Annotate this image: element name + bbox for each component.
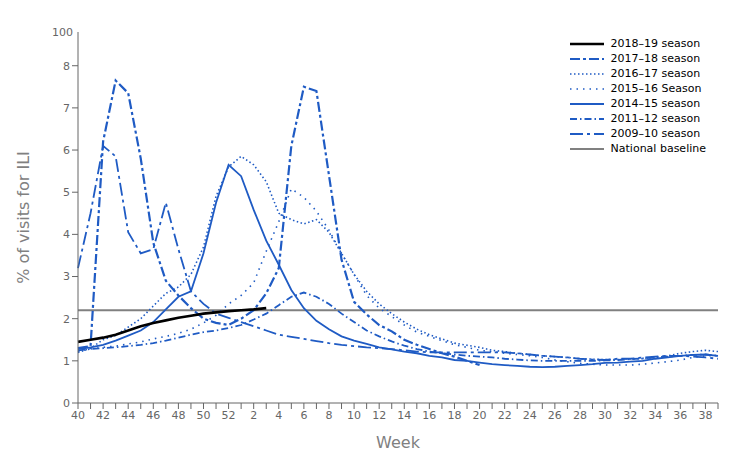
html-text:2017–18 season: 2017–18 season xyxy=(610,52,701,65)
svg-text:4: 4 xyxy=(63,228,70,241)
html-text:2016–17 season: 2016–17 season xyxy=(610,67,701,80)
svg-text:2: 2 xyxy=(250,409,257,422)
svg-text:% of visits for ILI: % of visits for ILI xyxy=(14,151,33,284)
svg-text:2: 2 xyxy=(63,313,70,326)
svg-text:10: 10 xyxy=(347,409,361,422)
svg-text:0: 0 xyxy=(63,397,70,410)
svg-text:32: 32 xyxy=(623,409,637,422)
svg-text:Week: Week xyxy=(376,433,421,452)
svg-text:20: 20 xyxy=(473,409,487,422)
svg-text:5: 5 xyxy=(63,186,70,199)
svg-text:8: 8 xyxy=(63,60,70,73)
svg-text:100: 100 xyxy=(52,26,73,39)
svg-text:12: 12 xyxy=(372,409,386,422)
svg-text:6: 6 xyxy=(63,144,70,157)
svg-text:52: 52 xyxy=(222,409,236,422)
svg-text:8: 8 xyxy=(325,409,332,422)
svg-text:48: 48 xyxy=(171,409,185,422)
svg-text:22: 22 xyxy=(498,409,512,422)
svg-text:30: 30 xyxy=(598,409,612,422)
svg-text:36: 36 xyxy=(673,409,687,422)
html-text:2015–16 Season: 2015–16 Season xyxy=(610,82,702,95)
html-text:2014–15 season: 2014–15 season xyxy=(610,97,701,110)
svg-text:7: 7 xyxy=(63,102,70,115)
svg-text:26: 26 xyxy=(548,409,562,422)
svg-text:50: 50 xyxy=(196,409,210,422)
html-text:2009–10 season: 2009–10 season xyxy=(610,127,701,140)
svg-text:6: 6 xyxy=(300,409,307,422)
svg-text:1: 1 xyxy=(63,355,70,368)
svg-text:40: 40 xyxy=(71,409,85,422)
svg-text:44: 44 xyxy=(121,409,135,422)
svg-text:34: 34 xyxy=(648,409,662,422)
html-text:2018–19 season: 2018–19 season xyxy=(610,37,701,50)
svg-text:28: 28 xyxy=(573,409,587,422)
svg-text:46: 46 xyxy=(146,409,160,422)
svg-text:4: 4 xyxy=(275,409,282,422)
html-text:2011–12 season: 2011–12 season xyxy=(610,112,701,125)
svg-text:38: 38 xyxy=(698,409,712,422)
html-text:National baseline: National baseline xyxy=(610,142,706,155)
svg-text:18: 18 xyxy=(447,409,461,422)
svg-text:14: 14 xyxy=(397,409,411,422)
svg-text:42: 42 xyxy=(96,409,110,422)
svg-text:16: 16 xyxy=(422,409,436,422)
svg-text:24: 24 xyxy=(523,409,537,422)
svg-text:3: 3 xyxy=(63,270,70,283)
